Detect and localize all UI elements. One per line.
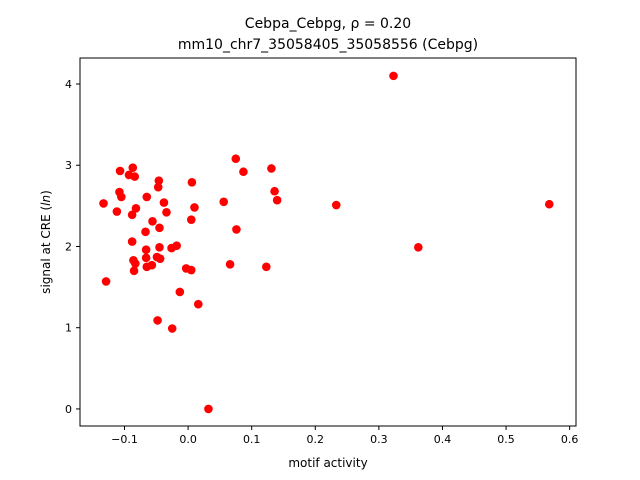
data-point-3: [414, 242, 423, 252]
data-point-37: [129, 266, 139, 276]
data-point-38: [142, 192, 152, 202]
data-point-15: [186, 215, 196, 224]
data-point-17: [186, 265, 196, 275]
data-point-25: [112, 207, 122, 216]
x-tick-label-7: 0.6: [561, 433, 579, 446]
y-tick-label-0: 0: [65, 403, 72, 416]
chart-title-line1: Cebpa_Cebpg, ρ = 0.20: [245, 16, 411, 32]
data-point-45: [154, 176, 164, 185]
data-point-9: [219, 197, 229, 207]
x-axis-label: motif activity: [288, 456, 367, 470]
y-axis-label-prefix: signal at CRE (: [39, 206, 53, 294]
y-tick-label-2: 2: [65, 240, 72, 253]
data-point-50: [155, 242, 164, 252]
data-point-14: [190, 203, 199, 212]
x-tick-label-5: 0.4: [434, 433, 452, 446]
data-point-49: [155, 223, 164, 233]
y-tick-label-4: 4: [65, 78, 72, 91]
data-point-48: [162, 208, 171, 217]
data-point-1: [544, 199, 554, 209]
data-point-41: [141, 245, 151, 255]
y-axis-label-italic: ln: [39, 195, 53, 206]
chart-title-line2: mm10_chr7_35058405_35058556 (Cebpg): [178, 37, 478, 53]
data-point-7: [270, 186, 279, 196]
y-axis-label-suffix: ): [39, 190, 53, 195]
x-axis-ticks: −0.1 0.0 0.1 0.2 0.3 0.4 0.5 0.6: [111, 426, 578, 446]
data-point-36: [131, 259, 140, 268]
x-tick-label-0: −0.1: [111, 433, 138, 446]
y-axis-ticks: 0 1 2 3 4: [65, 78, 80, 416]
plot-area: [79, 57, 577, 427]
y-axis-label: signal at CRE (ln): [39, 190, 53, 294]
data-point-13: [187, 177, 197, 187]
data-point-6: [267, 164, 276, 173]
data-point-23: [99, 199, 108, 208]
data-point-33: [131, 203, 141, 213]
data-point-27: [117, 192, 126, 202]
data-point-12: [262, 262, 271, 272]
data-point-8: [272, 195, 282, 205]
data-point-52: [155, 254, 165, 263]
data-point-21: [153, 316, 162, 325]
data-point-39: [148, 216, 157, 226]
data-point-22: [175, 287, 185, 297]
data-point-42: [141, 253, 151, 263]
data-point-34: [127, 237, 137, 246]
y-tick-label-1: 1: [65, 322, 72, 335]
data-point-40: [141, 227, 150, 237]
x-tick-label-6: 0.5: [497, 433, 515, 446]
x-tick-label-3: 0.2: [307, 433, 325, 446]
data-point-54: [172, 241, 181, 250]
data-point-2: [331, 200, 341, 210]
y-tick-label-3: 3: [65, 159, 72, 172]
data-point-30: [128, 163, 138, 172]
points-layer: [99, 71, 554, 414]
data-point-24: [101, 277, 111, 286]
data-point-0: [389, 71, 398, 81]
data-point-10: [232, 225, 241, 234]
x-tick-label-2: 0.1: [243, 433, 261, 446]
x-tick-label-4: 0.3: [370, 433, 388, 446]
data-point-20: [167, 324, 177, 333]
x-tick-label-1: 0.0: [179, 433, 197, 446]
data-point-28: [115, 166, 125, 176]
data-point-5: [239, 167, 248, 177]
data-point-11: [225, 260, 235, 269]
data-point-44: [147, 260, 157, 270]
data-point-19: [204, 404, 213, 414]
data-point-18: [193, 299, 203, 309]
plot-frame: [79, 57, 577, 427]
data-point-4: [231, 154, 241, 164]
data-point-46: [153, 182, 163, 192]
data-point-31: [130, 172, 139, 181]
data-point-47: [159, 198, 169, 207]
data-point-32: [127, 210, 137, 220]
